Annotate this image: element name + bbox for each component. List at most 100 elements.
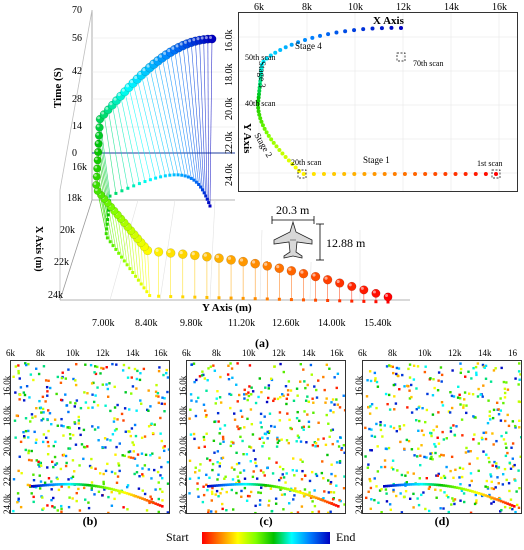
track-point <box>446 484 450 488</box>
sphere-highlight <box>95 188 98 191</box>
noise-point <box>197 446 201 449</box>
noise-point <box>34 441 38 444</box>
track-point <box>259 483 263 487</box>
noise-point <box>248 385 251 388</box>
noise-point <box>64 454 68 458</box>
noise-point <box>287 441 290 445</box>
noise-point <box>236 400 239 403</box>
noise-point <box>24 362 27 365</box>
noise-point <box>213 451 216 454</box>
noise-point <box>285 439 289 442</box>
noise-point <box>93 371 96 374</box>
noise-point <box>481 363 485 367</box>
noise-point <box>303 410 306 413</box>
noise-point <box>291 468 295 472</box>
noise-point <box>506 413 509 417</box>
noise-point <box>459 499 462 502</box>
noise-point <box>221 435 225 439</box>
noise-point <box>56 477 59 481</box>
noise-point <box>322 375 325 379</box>
drop-line <box>207 39 209 203</box>
trajectory-sphere <box>190 250 200 261</box>
length-dimension-label: 12.88 m <box>326 236 366 250</box>
inset-point <box>258 72 263 77</box>
noise-point <box>196 487 199 491</box>
ground-point <box>143 180 147 184</box>
noise-point <box>435 496 438 499</box>
x-tick: 22k <box>54 257 69 268</box>
noise-point <box>324 443 328 447</box>
noise-point <box>203 377 207 380</box>
noise-point <box>141 473 144 476</box>
noise-point <box>491 416 495 420</box>
noise-point <box>245 499 249 502</box>
noise-point <box>197 476 200 480</box>
noise-point <box>492 500 495 504</box>
noise-point <box>278 478 281 482</box>
noise-point <box>59 467 63 471</box>
noise-point <box>335 386 338 390</box>
track-point <box>255 483 259 486</box>
noise-point <box>436 389 440 392</box>
noise-point <box>424 420 427 424</box>
noise-point <box>294 487 297 490</box>
track-point <box>319 498 322 501</box>
noise-point <box>269 487 273 490</box>
noise-point <box>390 466 394 469</box>
noise-point <box>503 391 507 395</box>
noise-point <box>147 468 151 471</box>
noise-point <box>309 363 313 367</box>
noise-point <box>292 457 295 460</box>
noise-point <box>205 389 208 392</box>
noise-point <box>370 498 373 501</box>
noise-point <box>68 426 71 430</box>
noise-point <box>443 476 447 479</box>
noise-point <box>279 396 282 399</box>
noise-point <box>227 364 230 367</box>
noise-point <box>375 422 378 426</box>
noise-point <box>142 474 145 478</box>
noise-point <box>194 466 197 469</box>
noise-point <box>398 425 401 428</box>
noise-point <box>242 452 245 456</box>
noise-point <box>69 401 72 404</box>
noise-point <box>149 405 152 408</box>
x-tick: 10k <box>242 348 256 358</box>
noise-point <box>116 403 119 407</box>
noise-point <box>397 367 401 370</box>
track-point <box>152 501 155 505</box>
noise-point <box>302 495 306 498</box>
noise-point <box>218 432 221 435</box>
noise-point <box>14 365 18 368</box>
noise-point <box>435 474 438 477</box>
sphere-highlight <box>200 36 204 40</box>
noise-point <box>299 458 302 461</box>
noise-point <box>22 391 26 394</box>
noise-point <box>151 452 154 455</box>
noise-point <box>269 424 273 428</box>
noise-point <box>414 419 418 422</box>
y-axis-title: Y Axis (m) <box>202 302 252 314</box>
noise-point <box>505 478 508 482</box>
noise-point <box>459 482 462 486</box>
y-tick: 20.0k <box>178 435 188 456</box>
track-point <box>440 483 443 487</box>
track-point <box>97 485 100 488</box>
sphere-highlight <box>203 253 207 257</box>
noise-point <box>503 505 507 509</box>
track-point <box>337 505 340 508</box>
noise-point <box>82 486 86 490</box>
noise-point <box>407 367 410 371</box>
noise-point <box>19 386 23 389</box>
trajectory-sphere <box>371 288 381 298</box>
track-point <box>79 483 83 486</box>
ground-point <box>126 186 130 190</box>
noise-point <box>104 469 108 473</box>
track-point <box>477 492 481 495</box>
noise-point <box>193 380 196 384</box>
noise-point <box>41 440 45 444</box>
track-point <box>94 484 98 488</box>
noise-point <box>93 428 97 431</box>
noise-point <box>240 495 243 498</box>
noise-point <box>118 492 121 495</box>
